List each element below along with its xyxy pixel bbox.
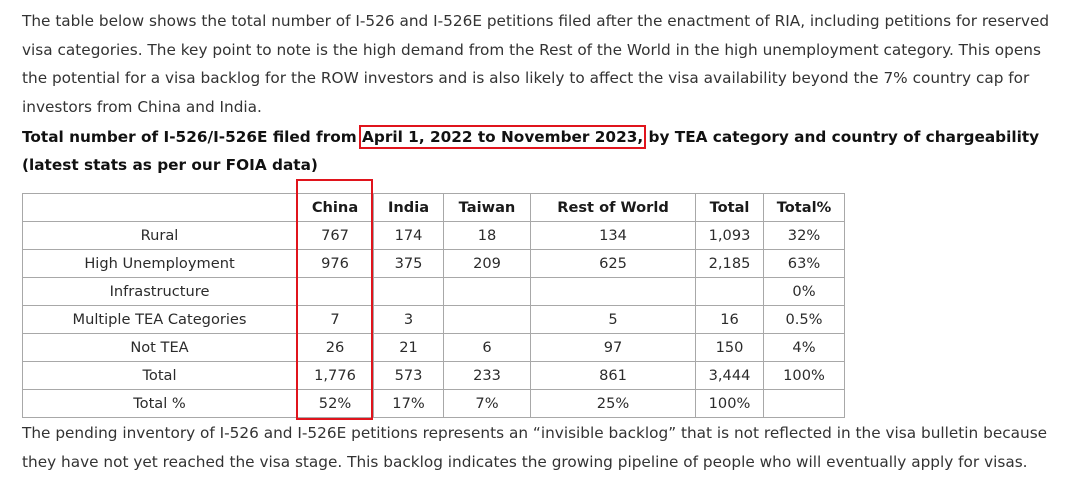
table-row: Rural 767 174 18 134 1,093 32% [22,221,845,250]
table-header-row: China India Taiwan Rest of World Total T… [22,193,845,222]
cell-total: 1,093 [695,221,764,250]
table-row: Total % 52% 17% 7% 25% 100% [22,389,845,418]
table-row: Infrastructure 0% [22,277,845,306]
cell-india [373,277,444,306]
row-label: Not TEA [22,333,297,362]
header-cell-china: China [296,193,374,222]
header-cell-total: Total [695,193,764,222]
cell-india: 573 [373,361,444,390]
heading-text-after: by TEA category and country of chargeabi… [22,128,1040,174]
table-row: Not TEA 26 21 6 97 150 4% [22,333,845,362]
cell-total-percent: 32% [763,221,845,250]
header-cell-india: India [373,193,444,222]
cell-china: 52% [296,389,374,418]
cell-total-percent: 4% [763,333,845,362]
cell-rest-of-world: 5 [530,305,696,334]
table-row: High Unemployment 976 375 209 625 2,185 … [22,249,845,278]
cell-rest-of-world: 25% [530,389,696,418]
cell-taiwan: 6 [443,333,531,362]
cell-rest-of-world [530,277,696,306]
header-cell-total-percent: Total% [763,193,845,222]
cell-total-percent: 0.5% [763,305,845,334]
cell-total-percent [763,389,845,418]
cell-taiwan [443,305,531,334]
cell-total: 3,444 [695,361,764,390]
outro-paragraph: The pending inventory of I-526 and I-526… [22,424,1048,471]
row-label: Rural [22,221,297,250]
header-cell-rest-of-world: Rest of World [530,193,696,222]
row-label: Total [22,361,297,390]
cell-india: 375 [373,249,444,278]
cell-total [695,277,764,306]
cell-taiwan: 7% [443,389,531,418]
row-label: Infrastructure [22,277,297,306]
cell-china: 1,776 [296,361,374,390]
cell-india: 21 [373,333,444,362]
china-column-highlight [296,179,373,420]
cell-total-percent: 63% [763,249,845,278]
cell-taiwan [443,277,531,306]
cell-rest-of-world: 861 [530,361,696,390]
cell-total: 16 [695,305,764,334]
header-cell-category [22,193,297,222]
row-label: High Unemployment [22,249,297,278]
cell-rest-of-world: 625 [530,249,696,278]
cell-india: 174 [373,221,444,250]
header-cell-taiwan: Taiwan [443,193,531,222]
cell-china: 26 [296,333,374,362]
cell-rest-of-world: 97 [530,333,696,362]
cell-total-percent: 100% [763,361,845,390]
table-row: Multiple TEA Categories 7 3 5 16 0.5% [22,305,845,334]
cell-taiwan: 209 [443,249,531,278]
row-label: Multiple TEA Categories [22,305,297,334]
petition-stats-table: China India Taiwan Rest of World Total T… [22,193,845,418]
cell-total: 150 [695,333,764,362]
cell-total: 100% [695,389,764,418]
cell-total-percent: 0% [763,277,845,306]
intro-paragraph: The table below shows the total number o… [22,12,1050,116]
table-row: Total 1,776 573 233 861 3,444 100% [22,361,845,390]
cell-rest-of-world: 134 [530,221,696,250]
cell-taiwan: 233 [443,361,531,390]
cell-total: 2,185 [695,249,764,278]
row-label: Total % [22,389,297,418]
heading-text-before: Total number of I-526/I-526E filed from [22,128,357,146]
table-heading: Total number of I-526/I-526E filed from … [22,123,1062,179]
cell-taiwan: 18 [443,221,531,250]
cell-india: 3 [373,305,444,334]
date-range-highlight: April 1, 2022 to November 2023, [359,125,647,149]
cell-india: 17% [373,389,444,418]
